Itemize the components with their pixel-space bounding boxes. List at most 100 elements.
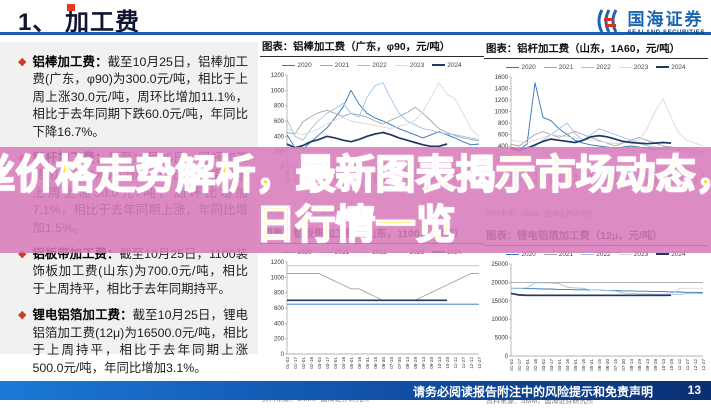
chart-legend: 2020 2021 2022 2023 2024 <box>260 60 484 70</box>
svg-text:20000: 20000 <box>491 280 508 286</box>
legend-item: 2023 <box>618 251 648 258</box>
svg-text:07-15: 07-15 <box>613 359 618 371</box>
svg-text:400: 400 <box>274 134 285 140</box>
svg-text:10000: 10000 <box>491 317 508 323</box>
chart-legend: 2020 2021 2022 2023 2024 <box>484 62 708 72</box>
legend-item: 2022 <box>581 251 611 258</box>
svg-text:15000: 15000 <box>491 299 508 305</box>
legend-item: 2024 <box>656 251 686 258</box>
svg-text:11-27: 11-27 <box>461 357 466 369</box>
bullet-text: 截至10月25日，锂电铝箔加工费(12μ)为16500.0元/吨，相比于上周持平… <box>32 308 248 375</box>
svg-text:08-29: 08-29 <box>637 359 642 371</box>
svg-text:10-28: 10-28 <box>445 357 450 369</box>
svg-text:0: 0 <box>505 354 509 360</box>
svg-text:05-01: 05-01 <box>349 357 354 369</box>
svg-text:1000: 1000 <box>271 88 285 94</box>
bullet-battery-foil-fee: ◆ 锂电铝箔加工费：截至10月25日，锂电铝箔加工费(12μ)为16500.0元… <box>18 307 248 377</box>
svg-text:400: 400 <box>274 321 285 327</box>
svg-text:08-14: 08-14 <box>629 359 634 371</box>
svg-text:02-16: 02-16 <box>309 357 314 369</box>
svg-text:04-01: 04-01 <box>557 359 562 371</box>
svg-text:05-01: 05-01 <box>573 359 578 371</box>
svg-text:1000: 1000 <box>495 110 509 116</box>
bullet-aluminum-rod-fee: ◆ 铝棒加工费：截至10月25日，铝棒加工费(广东，φ90)为300.0元/吨，… <box>18 54 248 141</box>
legend-item: 2024 <box>432 62 462 69</box>
svg-text:1200: 1200 <box>271 260 285 266</box>
svg-text:02-16: 02-16 <box>533 359 538 371</box>
legend-item: 2021 <box>543 64 573 71</box>
legend-item: 2022 <box>581 64 611 71</box>
svg-text:09-13: 09-13 <box>421 357 426 369</box>
legend-item: 2023 <box>618 64 648 71</box>
svg-text:10-13: 10-13 <box>661 359 666 371</box>
svg-text:09-13: 09-13 <box>645 359 650 371</box>
svg-text:03-17: 03-17 <box>549 359 554 371</box>
svg-text:02-01: 02-01 <box>301 357 306 369</box>
svg-text:800: 800 <box>498 121 509 127</box>
svg-text:10-13: 10-13 <box>437 357 442 369</box>
svg-text:08-29: 08-29 <box>413 357 418 369</box>
legend-item: 2023 <box>394 62 424 69</box>
svg-text:05-16: 05-16 <box>357 357 362 369</box>
svg-text:200: 200 <box>274 337 285 343</box>
svg-text:08-14: 08-14 <box>405 357 410 369</box>
legend-item: 2021 <box>543 251 573 258</box>
logo-name: 国海证券 <box>627 10 704 29</box>
svg-text:12-27: 12-27 <box>701 359 706 371</box>
legend-item: 2022 <box>357 62 387 69</box>
chart-plot: 0 5000 10000 15000 20000 25000 01-02 01-17 02-01… <box>484 260 708 395</box>
legend-item: 2021 <box>319 62 349 69</box>
svg-text:07-30: 07-30 <box>397 357 402 369</box>
svg-text:03-17: 03-17 <box>325 357 330 369</box>
sealand-securities-logo: 国海证券 SEALAND SECURITIES <box>595 8 705 39</box>
svg-text:04-16: 04-16 <box>565 359 570 371</box>
svg-text:05-16: 05-16 <box>581 359 586 371</box>
svg-text:11-27: 11-27 <box>685 359 690 371</box>
svg-text:800: 800 <box>274 104 285 110</box>
svg-text:25000: 25000 <box>491 262 508 268</box>
svg-text:600: 600 <box>498 133 509 139</box>
header-divider <box>0 32 711 35</box>
red-square-decoration <box>67 4 75 11</box>
svg-text:06-30: 06-30 <box>381 357 386 369</box>
svg-text:1000: 1000 <box>271 275 285 281</box>
svg-text:05-31: 05-31 <box>589 359 594 371</box>
bullet-text: 截至10月25日，铝棒加工费(广东，φ90)为300.0元/吨，相比于上周上涨3… <box>32 55 248 139</box>
bullet-label: 锂电铝箔加工费： <box>32 308 133 323</box>
headline-line2: 日行情一览 <box>255 202 457 248</box>
footer-bar: 请务必阅读报告附注中的风险提示和免责声明 13 <box>0 381 711 400</box>
svg-text:1200: 1200 <box>271 73 285 79</box>
svg-text:1200: 1200 <box>495 98 509 104</box>
legend-item: 2020 <box>506 64 536 71</box>
svg-text:01-17: 01-17 <box>517 359 522 371</box>
svg-text:0: 0 <box>281 352 285 358</box>
svg-text:12-12: 12-12 <box>469 357 474 369</box>
svg-text:5000: 5000 <box>495 336 509 342</box>
svg-text:10-28: 10-28 <box>669 359 674 371</box>
svg-text:06-15: 06-15 <box>597 359 602 371</box>
svg-text:600: 600 <box>274 119 285 125</box>
sealand-logo-icon <box>595 8 623 39</box>
svg-text:01-17: 01-17 <box>293 357 298 369</box>
page-number: 13 <box>687 383 701 397</box>
svg-text:1600: 1600 <box>495 75 509 81</box>
svg-text:600: 600 <box>274 306 285 312</box>
headline-line1: 铝丝价格走势解析，最新图表揭示市场动态，今 <box>0 152 711 198</box>
disclaimer-text: 请务必阅读报告附注中的风险提示和免责声明 <box>412 385 653 399</box>
svg-text:03-02: 03-02 <box>317 357 322 369</box>
legend-item: 2024 <box>656 64 686 71</box>
logo-subtitle: SEALAND SECURITIES <box>627 30 705 36</box>
svg-text:12-27: 12-27 <box>477 357 482 369</box>
svg-text:04-16: 04-16 <box>341 357 346 369</box>
diamond-bullet-icon: ◆ <box>18 56 27 68</box>
diamond-bullet-icon: ◆ <box>18 248 27 261</box>
svg-text:05-31: 05-31 <box>365 357 370 369</box>
svg-text:07-15: 07-15 <box>389 357 394 369</box>
svg-text:09-28: 09-28 <box>653 359 658 371</box>
legend-item: 2020 <box>506 251 536 258</box>
svg-text:11-12: 11-12 <box>453 357 458 369</box>
svg-text:1400: 1400 <box>495 87 509 93</box>
bullet-label: 铝棒加工费： <box>32 55 108 69</box>
svg-text:09-28: 09-28 <box>429 357 434 369</box>
svg-text:11-12: 11-12 <box>677 359 682 371</box>
